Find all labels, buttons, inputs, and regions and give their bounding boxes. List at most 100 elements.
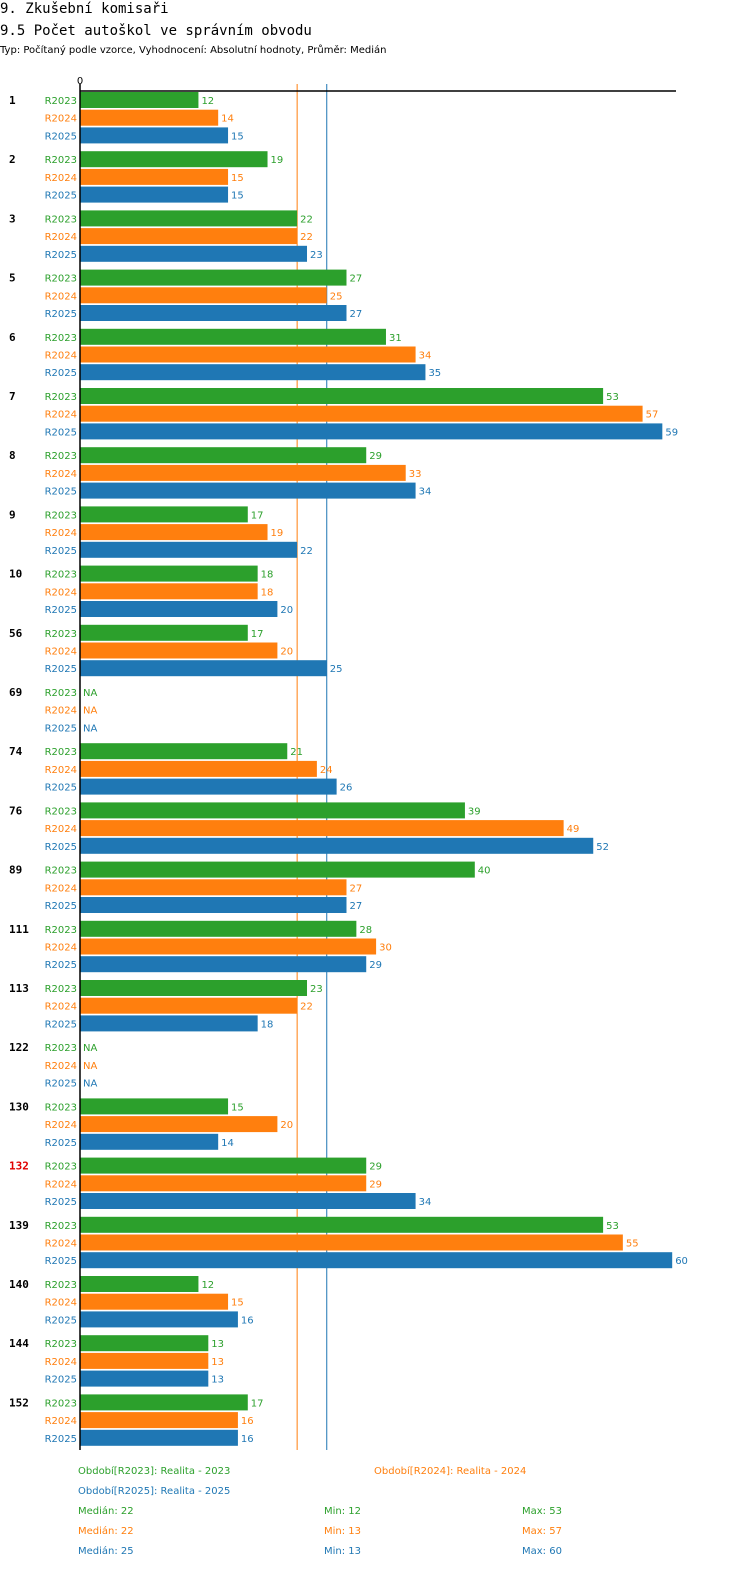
bar-r2025 bbox=[80, 601, 278, 617]
bar-r2025 bbox=[80, 1429, 238, 1446]
series-label: R2025 bbox=[45, 427, 77, 438]
series-label: R2025 bbox=[45, 487, 77, 498]
series-label: R2025 bbox=[45, 1197, 77, 1208]
category-label: 10 bbox=[9, 568, 22, 581]
value-label: 16 bbox=[241, 1416, 254, 1427]
stat-min-r2025: Min: 13 bbox=[324, 1546, 362, 1557]
bar-r2025 bbox=[80, 778, 337, 795]
series-label: R2023 bbox=[45, 1102, 77, 1113]
series-label: R2024 bbox=[45, 410, 77, 421]
value-label: NA bbox=[83, 723, 97, 734]
series-label: R2025 bbox=[45, 368, 77, 379]
bar-r2024 bbox=[80, 109, 219, 126]
value-label: 19 bbox=[271, 155, 284, 166]
value-label: 15 bbox=[231, 131, 244, 142]
value-label: 29 bbox=[369, 1179, 382, 1190]
value-label: NA bbox=[83, 1061, 97, 1072]
series-label: R2023 bbox=[45, 570, 77, 581]
series-label: R2025 bbox=[45, 131, 77, 142]
series-label: R2025 bbox=[45, 901, 77, 912]
series-label: R2024 bbox=[45, 765, 77, 776]
bar-r2025 bbox=[80, 897, 347, 913]
bar-r2024 bbox=[80, 464, 406, 481]
series-label: R2024 bbox=[45, 883, 77, 894]
series-label: R2025 bbox=[45, 1375, 77, 1386]
value-label: 34 bbox=[419, 487, 432, 498]
bar-r2024 bbox=[80, 642, 278, 659]
value-label: 25 bbox=[330, 291, 343, 302]
value-label: 39 bbox=[468, 806, 481, 817]
value-label: 30 bbox=[379, 943, 392, 954]
bar-r2025 bbox=[80, 482, 416, 499]
series-label: R2024 bbox=[45, 587, 77, 598]
series-label: R2023 bbox=[45, 984, 77, 995]
value-label: 57 bbox=[646, 410, 659, 421]
category-label: 152 bbox=[9, 1396, 29, 1409]
series-label: R2025 bbox=[45, 1256, 77, 1267]
bar-r2023 bbox=[80, 388, 604, 404]
category-label: 56 bbox=[9, 627, 23, 640]
bar-r2025 bbox=[80, 837, 594, 854]
series-label: R2025 bbox=[45, 723, 77, 734]
stat-min-r2024: Min: 13 bbox=[324, 1526, 362, 1537]
value-label: 14 bbox=[221, 1138, 234, 1149]
bar-r2024 bbox=[80, 524, 268, 541]
series-label: R2024 bbox=[45, 1357, 77, 1368]
series-label: R2025 bbox=[45, 309, 77, 320]
value-label: 14 bbox=[221, 114, 234, 125]
series-label: R2023 bbox=[45, 155, 77, 166]
category-label: 6 bbox=[9, 331, 16, 344]
series-label: R2024 bbox=[45, 1239, 77, 1250]
value-label: 15 bbox=[231, 191, 244, 202]
stat-max-r2024: Max: 57 bbox=[522, 1526, 562, 1537]
category-label: 144 bbox=[9, 1337, 29, 1350]
bar-r2025 bbox=[80, 186, 229, 203]
series-label: R2024 bbox=[45, 469, 77, 480]
value-label: 17 bbox=[251, 1398, 264, 1409]
bar-r2024 bbox=[80, 287, 327, 304]
legend-r2025: Období[R2025]: Realita - 2025 bbox=[78, 1486, 231, 1497]
series-label: R2025 bbox=[45, 960, 77, 971]
category-label: 2 bbox=[9, 153, 16, 166]
stat-median-r2023: Medián: 22 bbox=[78, 1506, 134, 1517]
value-label: 23 bbox=[310, 250, 323, 261]
bar-r2023 bbox=[80, 328, 386, 345]
series-label: R2025 bbox=[45, 842, 77, 853]
series-label: R2023 bbox=[45, 274, 77, 285]
value-label: 17 bbox=[251, 510, 264, 521]
value-label: 20 bbox=[280, 1120, 293, 1131]
bar-r2024 bbox=[80, 583, 258, 600]
category-label: 3 bbox=[9, 212, 16, 225]
bar-r2023 bbox=[80, 506, 248, 523]
series-label: R2024 bbox=[45, 291, 77, 302]
series-label: R2023 bbox=[45, 1221, 77, 1232]
bar-r2024 bbox=[80, 228, 298, 245]
value-label: 19 bbox=[271, 528, 284, 539]
category-label: 122 bbox=[9, 1041, 29, 1054]
series-label: R2023 bbox=[45, 1043, 77, 1054]
category-label: 132 bbox=[9, 1160, 29, 1173]
series-label: R2023 bbox=[45, 806, 77, 817]
series-label: R2024 bbox=[45, 1120, 77, 1131]
bar-r2023 bbox=[80, 861, 475, 878]
series-label: R2024 bbox=[45, 1416, 77, 1427]
series-label: R2025 bbox=[45, 1019, 77, 1030]
value-label: 18 bbox=[261, 587, 274, 598]
stat-max-r2023: Max: 53 bbox=[522, 1506, 562, 1517]
series-label: R2025 bbox=[45, 664, 77, 675]
value-label: 27 bbox=[349, 901, 362, 912]
value-label: 20 bbox=[280, 605, 293, 616]
bar-r2024 bbox=[80, 1293, 229, 1310]
bar-r2025 bbox=[80, 1370, 209, 1387]
bar-r2025 bbox=[80, 1133, 219, 1150]
value-label: NA bbox=[83, 688, 97, 699]
stat-min-r2023: Min: 12 bbox=[324, 1506, 362, 1517]
series-label: R2024 bbox=[45, 943, 77, 954]
category-label: 113 bbox=[9, 982, 29, 995]
value-label: 26 bbox=[340, 783, 353, 794]
series-label: R2025 bbox=[45, 1138, 77, 1149]
series-label: R2025 bbox=[45, 191, 77, 202]
category-label: 1 bbox=[9, 94, 16, 107]
value-label: 15 bbox=[231, 173, 244, 184]
bar-r2023 bbox=[80, 743, 288, 760]
